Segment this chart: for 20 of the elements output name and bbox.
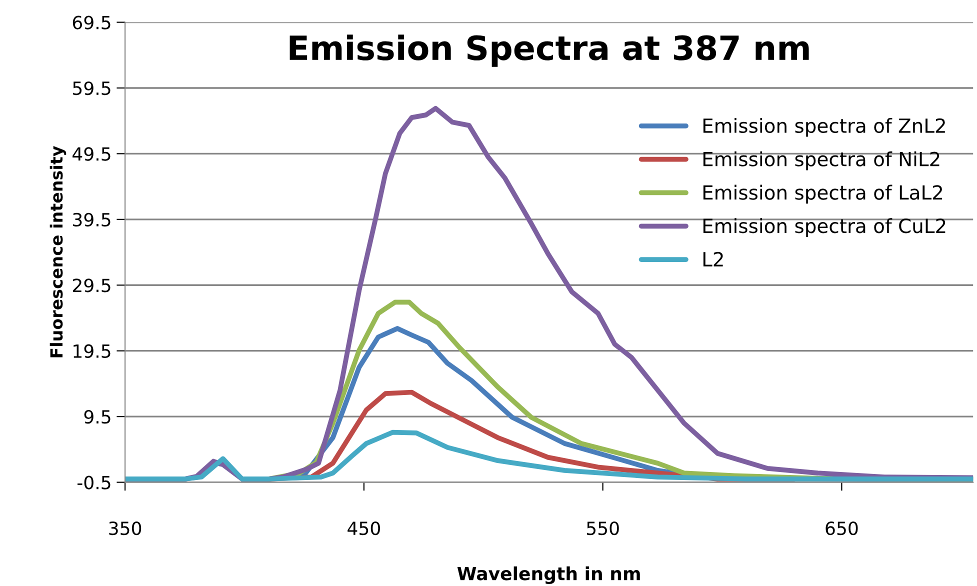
y-tick-label: 39.5 [73, 212, 110, 227]
x-tick-label: 350 [109, 521, 142, 536]
x-axis-title: Wavelength in nm [457, 566, 640, 584]
y-tick-label: 59.5 [73, 81, 110, 96]
y-axis-title: Fluorescence intensity [50, 146, 66, 358]
y-tick-label: 49.5 [72, 147, 110, 161]
y-tick-label: 9.5 [84, 410, 110, 424]
legend-label: L2 [703, 252, 723, 266]
legend-label: Emission spectra of NiL2 [703, 151, 940, 170]
x-tick-label: 550 [586, 521, 619, 536]
chart-title: Emission Spectra at 387 nm [290, 34, 809, 67]
y-tick-label: 19.5 [74, 344, 110, 358]
y-tick-label: 69.5 [72, 16, 110, 30]
y-tick-label: -0.5 [78, 476, 110, 490]
x-tick-label: 650 [826, 521, 858, 536]
legend-label: Emission spectra of LaL2 [703, 184, 942, 204]
legend-label: Emission spectra of CuL2 [703, 218, 946, 237]
y-tick-label: 29.5 [72, 278, 110, 292]
x-tick-label: 450 [348, 521, 380, 536]
legend-label: Emission spectra of ZnL2 [703, 118, 945, 137]
